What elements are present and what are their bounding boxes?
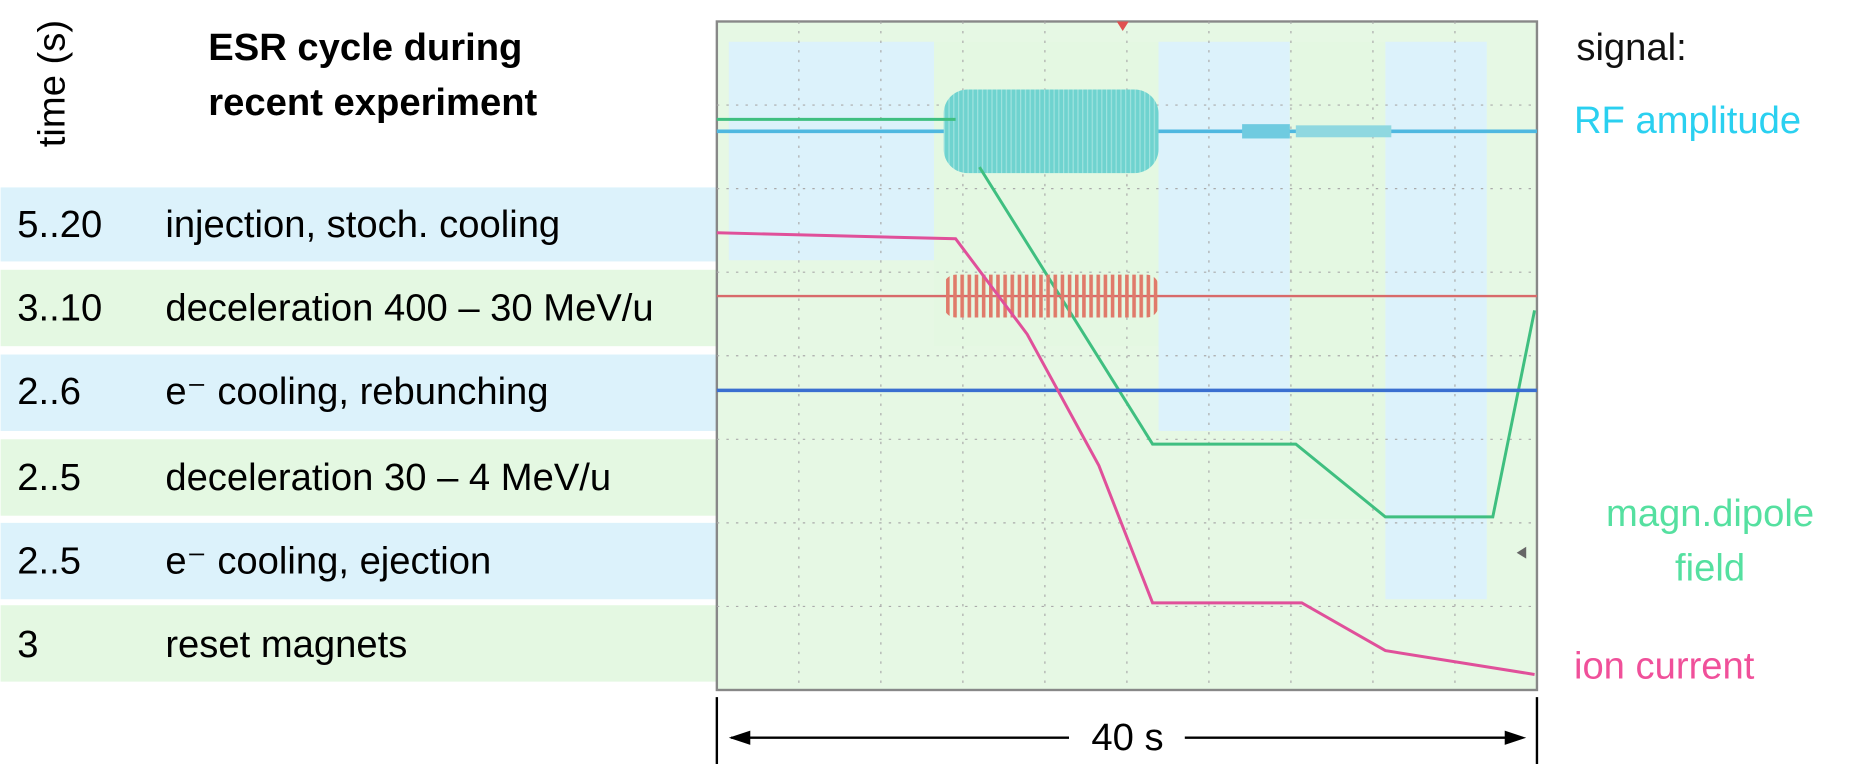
title-line: recent experiment	[208, 81, 537, 124]
legend-dipole: field	[1675, 547, 1745, 590]
arrow-head	[1505, 731, 1526, 745]
row-phase: deceleration 30 – 4 MeV/u	[165, 456, 611, 499]
row-time: 2..5	[17, 456, 81, 499]
phase-shade	[729, 42, 934, 260]
phase-shade	[1290, 42, 1386, 520]
row-time: 2..6	[17, 370, 81, 413]
oscilloscope	[717, 21, 1537, 690]
phase-shade	[1159, 42, 1290, 431]
row-time: 5..20	[17, 203, 102, 246]
legend-rf: RF amplitude	[1574, 99, 1801, 142]
slide: time (s) ESR cycle during recent experim…	[0, 0, 1873, 764]
row-phase: deceleration 400 – 30 MeV/u	[165, 286, 653, 329]
row-time: 2..5	[17, 540, 81, 583]
rf-burst-small	[1296, 125, 1392, 137]
time-header: time (s)	[30, 20, 73, 147]
row-phase: reset magnets	[165, 623, 407, 666]
row-phase: e⁻ cooling, ejection	[165, 540, 491, 583]
legend-dipole: magn.dipole	[1606, 492, 1814, 535]
row-time: 3	[17, 623, 38, 666]
arrow-head	[729, 731, 750, 745]
rf-burst-small	[1242, 124, 1290, 138]
row-time: 3..10	[17, 286, 102, 329]
row-phase: injection, stoch. cooling	[165, 203, 560, 246]
legend-ion: ion current	[1574, 645, 1755, 688]
row-phase: e⁻ cooling, rebunching	[165, 370, 548, 413]
legend-heading: signal:	[1576, 26, 1686, 69]
title-line: ESR cycle during	[208, 26, 522, 69]
rf-burst	[944, 90, 1159, 174]
rf-phase-burst	[944, 275, 1159, 318]
page: time (s) ESR cycle during recent experim…	[0, 0, 1873, 764]
scale-label: 40 s	[1091, 716, 1163, 759]
